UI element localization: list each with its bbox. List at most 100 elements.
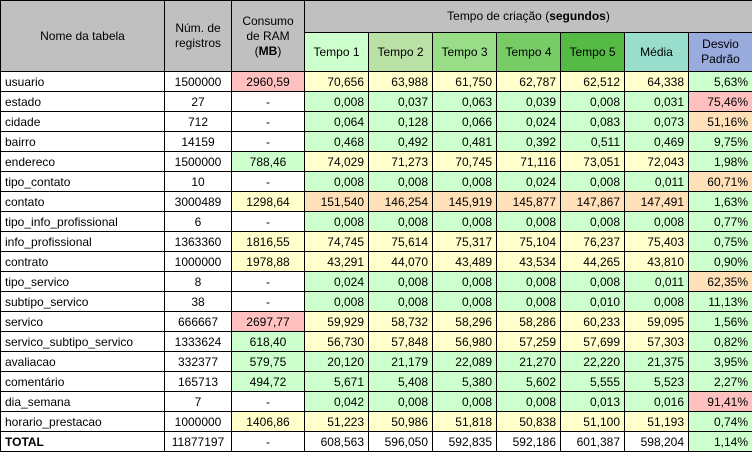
total-label: TOTAL bbox=[1, 432, 165, 452]
header-tempo-3: Tempo 3 bbox=[433, 33, 497, 72]
ram-cell: 2697,77 bbox=[232, 312, 305, 332]
table-name-cell: usuario bbox=[1, 72, 165, 92]
ram-cell: 2960,59 bbox=[232, 72, 305, 92]
mean-cell: 147,491 bbox=[625, 192, 689, 212]
tempo-3-cell: 0,008 bbox=[433, 392, 497, 412]
tempo-1-cell: 0,024 bbox=[305, 272, 369, 292]
records-cell: 1000000 bbox=[165, 412, 232, 432]
std-cell: 62,35% bbox=[689, 272, 752, 292]
mean-cell: 43,810 bbox=[625, 252, 689, 272]
total-records: 11877197 bbox=[165, 432, 232, 452]
tempo-3-cell: 0,008 bbox=[433, 292, 497, 312]
tempo-5-cell: 0,511 bbox=[561, 132, 625, 152]
ram-cell: 618,40 bbox=[232, 332, 305, 352]
total-std: 1,14% bbox=[689, 432, 752, 452]
header-tempo-1: Tempo 1 bbox=[305, 33, 369, 72]
tempo-5-cell: 76,237 bbox=[561, 232, 625, 252]
tempo-4-cell: 21,270 bbox=[497, 352, 561, 372]
tempo-1-cell: 0,008 bbox=[305, 292, 369, 312]
tempo-4-cell: 0,008 bbox=[497, 292, 561, 312]
mean-cell: 0,011 bbox=[625, 172, 689, 192]
tempo-1-cell: 0,008 bbox=[305, 92, 369, 112]
tempo-3-cell: 22,089 bbox=[433, 352, 497, 372]
tempo-2-cell: 0,492 bbox=[369, 132, 433, 152]
records-cell: 1500000 bbox=[165, 152, 232, 172]
tempo-4-cell: 0,008 bbox=[497, 272, 561, 292]
records-cell: 165713 bbox=[165, 372, 232, 392]
tempo-2-cell: 58,732 bbox=[369, 312, 433, 332]
tempo-1-cell: 0,468 bbox=[305, 132, 369, 152]
tempo-5-cell: 0,083 bbox=[561, 112, 625, 132]
tempo-5-cell: 51,100 bbox=[561, 412, 625, 432]
tempo-4-cell: 50,838 bbox=[497, 412, 561, 432]
tempo-4-cell: 0,039 bbox=[497, 92, 561, 112]
ram-cell: 579,75 bbox=[232, 352, 305, 372]
tempo-4-cell: 5,602 bbox=[497, 372, 561, 392]
tempo-5-cell: 57,699 bbox=[561, 332, 625, 352]
header-tempo-2: Tempo 2 bbox=[369, 33, 433, 72]
ram-cell: 788,46 bbox=[232, 152, 305, 172]
records-cell: 27 bbox=[165, 92, 232, 112]
tempo-4-cell: 71,116 bbox=[497, 152, 561, 172]
ram-cell: 1406,86 bbox=[232, 412, 305, 432]
header-std-line1: Desvio bbox=[702, 37, 739, 51]
header-mean: Média bbox=[625, 33, 689, 72]
tempo-2-cell: 0,008 bbox=[369, 292, 433, 312]
tempo-2-cell: 146,254 bbox=[369, 192, 433, 212]
records-cell: 10 bbox=[165, 172, 232, 192]
std-cell: 75,46% bbox=[689, 92, 752, 112]
tempo-4-cell: 0,392 bbox=[497, 132, 561, 152]
mean-cell: 0,469 bbox=[625, 132, 689, 152]
total-ram: - bbox=[232, 432, 305, 452]
tempo-1-cell: 56,730 bbox=[305, 332, 369, 352]
tempo-2-cell: 0,008 bbox=[369, 272, 433, 292]
header-tempo-5: Tempo 5 bbox=[561, 33, 625, 72]
records-cell: 7 bbox=[165, 392, 232, 412]
std-cell: 1,63% bbox=[689, 192, 752, 212]
std-cell: 51,16% bbox=[689, 112, 752, 132]
tempo-3-cell: 0,063 bbox=[433, 92, 497, 112]
tempo-3-cell: 58,296 bbox=[433, 312, 497, 332]
header-group-prefix: Tempo de criação ( bbox=[447, 9, 549, 23]
table-name-cell: horario_prestacao bbox=[1, 412, 165, 432]
tempo-4-cell: 0,008 bbox=[497, 392, 561, 412]
ram-cell: - bbox=[232, 172, 305, 192]
ram-cell: - bbox=[232, 132, 305, 152]
table-name-cell: tipo_contato bbox=[1, 172, 165, 192]
records-cell: 14159 bbox=[165, 132, 232, 152]
tempo-5-cell: 0,010 bbox=[561, 292, 625, 312]
mean-cell: 72,043 bbox=[625, 152, 689, 172]
tempo-5-cell: 60,233 bbox=[561, 312, 625, 332]
tempo-5-cell: 0,008 bbox=[561, 212, 625, 232]
mean-cell: 57,303 bbox=[625, 332, 689, 352]
std-cell: 1,98% bbox=[689, 152, 752, 172]
table-name-cell: tipo_servico bbox=[1, 272, 165, 292]
records-cell: 3000489 bbox=[165, 192, 232, 212]
total-row: TOTAL 11877197 - 608,563 596,050 592,835… bbox=[1, 432, 752, 452]
table-name-cell: cidade bbox=[1, 112, 165, 132]
tempo-1-cell: 0,008 bbox=[305, 212, 369, 232]
header-ram-unit: MB bbox=[259, 44, 278, 58]
table-name-cell: avaliacao bbox=[1, 352, 165, 372]
header-ram-line2: de RAM bbox=[246, 29, 289, 43]
tempo-2-cell: 0,008 bbox=[369, 392, 433, 412]
records-cell: 712 bbox=[165, 112, 232, 132]
tempo-1-cell: 70,656 bbox=[305, 72, 369, 92]
total-t2: 596,050 bbox=[369, 432, 433, 452]
tempo-1-cell: 20,120 bbox=[305, 352, 369, 372]
mean-cell: 0,031 bbox=[625, 92, 689, 112]
records-cell: 8 bbox=[165, 272, 232, 292]
tempo-3-cell: 0,008 bbox=[433, 172, 497, 192]
tempo-5-cell: 0,008 bbox=[561, 272, 625, 292]
table-name-cell: contrato bbox=[1, 252, 165, 272]
ram-cell: - bbox=[232, 92, 305, 112]
tempo-2-cell: 0,128 bbox=[369, 112, 433, 132]
